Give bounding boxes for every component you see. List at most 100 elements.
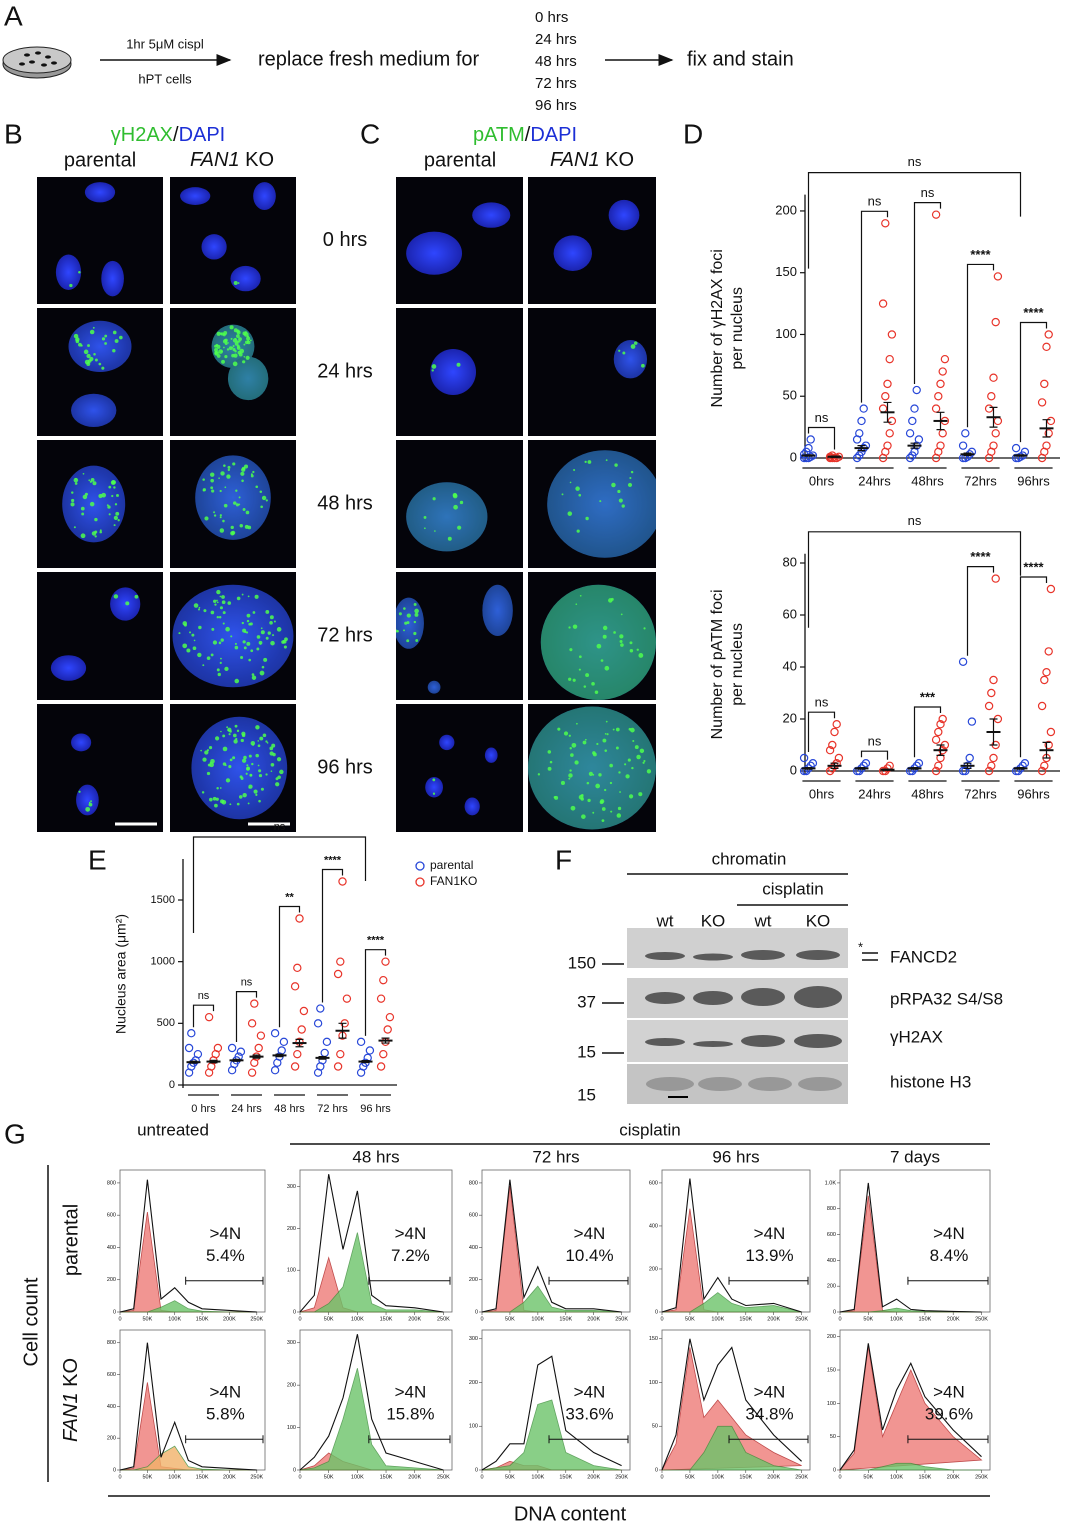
focus <box>584 738 587 741</box>
focus <box>107 505 111 509</box>
focus <box>587 460 592 464</box>
x-tick-label: 200K <box>408 1316 421 1322</box>
time-label: 72 hrs <box>532 1147 579 1166</box>
focus <box>619 634 624 639</box>
histogram-area <box>662 1425 802 1471</box>
focus <box>209 762 214 768</box>
dot <box>989 373 998 382</box>
cells <box>430 348 477 396</box>
focus <box>232 348 236 352</box>
image-bg <box>37 572 163 700</box>
focus <box>225 626 230 632</box>
nucleus <box>191 716 288 820</box>
focus <box>242 640 246 644</box>
x-tick-label: 200K <box>587 1474 600 1480</box>
y-axis-title: per nucleus <box>729 287 746 370</box>
dot <box>993 416 1003 426</box>
nucleus <box>608 199 640 231</box>
focus <box>571 742 577 748</box>
focus <box>94 358 98 362</box>
focus <box>78 790 81 793</box>
focus <box>112 349 116 353</box>
focus <box>569 747 572 750</box>
dot <box>290 1062 300 1071</box>
focus <box>578 493 582 497</box>
dot <box>830 453 839 463</box>
dot <box>881 392 890 401</box>
error-bar <box>361 1059 370 1064</box>
focus <box>629 476 632 480</box>
focus <box>452 492 458 498</box>
x-tick-label: 100K <box>711 1474 724 1480</box>
focus <box>202 757 207 762</box>
significance: *** <box>920 689 936 704</box>
significance: **** <box>367 935 385 947</box>
gate-value: 5.8% <box>206 1405 245 1424</box>
focus <box>92 326 95 329</box>
x-tick-label: 50K <box>685 1474 695 1480</box>
dot <box>293 1049 302 1059</box>
lane-label: wt <box>754 911 772 930</box>
y-tick-label: 300 <box>469 1336 478 1342</box>
focus <box>93 352 96 356</box>
focus <box>234 724 238 728</box>
focus <box>221 600 226 605</box>
x-tick-label: 200K <box>767 1316 780 1322</box>
y-tick-label: 200 <box>827 1334 836 1340</box>
focus <box>214 347 218 352</box>
focus <box>89 329 95 335</box>
y-tick-label: 0 <box>833 1309 836 1315</box>
focus <box>602 738 607 743</box>
focus <box>246 766 250 771</box>
nucleus <box>547 450 656 558</box>
focus <box>192 646 197 651</box>
focus <box>80 506 85 511</box>
focus <box>255 793 258 796</box>
error-bar <box>989 718 998 746</box>
stain-haze <box>540 584 656 700</box>
dot <box>299 1006 309 1016</box>
focus <box>232 345 235 348</box>
cells <box>425 734 498 816</box>
y-tick-label: 800 <box>107 1180 116 1186</box>
focus <box>240 738 244 743</box>
micrograph <box>37 572 163 700</box>
focus <box>273 620 276 623</box>
time-label: 0 hrs <box>323 229 367 251</box>
stain: DAPI <box>530 124 577 146</box>
focus <box>113 594 119 599</box>
focus <box>284 637 288 642</box>
dot <box>987 392 996 401</box>
focus <box>254 594 259 599</box>
focus <box>99 530 103 534</box>
focus <box>99 529 102 532</box>
ko: KO <box>60 1358 82 1392</box>
x-tick-label: 250K <box>437 1316 450 1322</box>
focus <box>537 773 541 776</box>
dot <box>887 330 897 339</box>
gate-label: >4N <box>933 1383 965 1402</box>
nucleus <box>430 348 477 396</box>
lane-label: KO <box>701 911 726 930</box>
focus <box>87 344 90 347</box>
focus <box>246 335 250 338</box>
focus <box>233 328 238 333</box>
step-label: hPT cells <box>138 71 192 86</box>
gene: FAN1 <box>550 149 600 171</box>
dot <box>857 416 866 426</box>
dot <box>1037 701 1047 711</box>
focus <box>598 773 602 777</box>
nucleus <box>227 356 269 401</box>
significance: ns <box>241 977 253 989</box>
gate-value: 34.8% <box>745 1405 793 1424</box>
focus <box>617 489 621 494</box>
x-tick-label: 50K <box>505 1474 515 1480</box>
focus <box>197 608 201 611</box>
significance: **** <box>970 549 991 564</box>
cells <box>528 706 656 830</box>
focus <box>232 756 236 760</box>
y-tick-label: 100 <box>775 326 797 341</box>
y-tick-label: 0 <box>475 1467 478 1473</box>
bracket <box>1019 321 1048 443</box>
focus <box>206 771 211 776</box>
